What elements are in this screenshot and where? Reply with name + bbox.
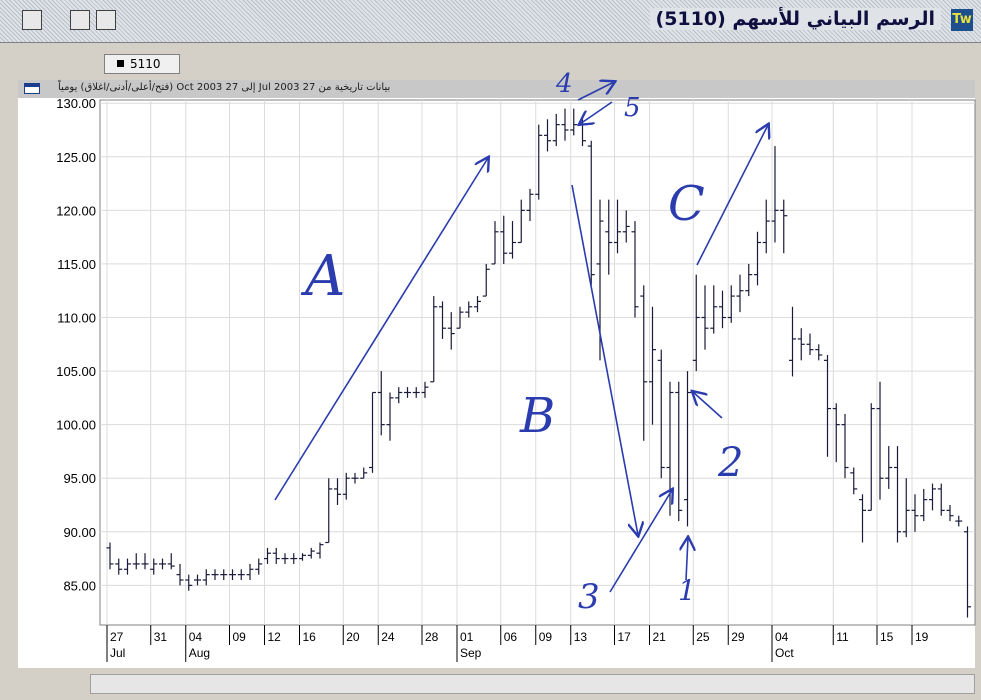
- annotation: 4: [555, 69, 573, 99]
- y-tick-label: 90.00: [63, 525, 96, 540]
- x-tick-label: 13: [574, 630, 588, 644]
- maximize-button[interactable]: [70, 10, 90, 30]
- x-tick-label: 17: [618, 630, 632, 644]
- month-label: Aug: [189, 646, 210, 660]
- x-tick-label: 21: [653, 630, 667, 644]
- annotation: A: [300, 244, 345, 309]
- plot-area: [99, 99, 976, 626]
- y-tick-label: 125.00: [56, 150, 96, 165]
- x-tick-label: 04: [775, 630, 789, 644]
- annotation: 2: [717, 440, 743, 486]
- x-tick-label: 27: [110, 630, 124, 644]
- month-label: Sep: [460, 646, 482, 660]
- app-logo: Tw: [951, 9, 973, 31]
- x-tick-label: 28: [425, 630, 439, 644]
- x-tick-label: 06: [504, 630, 518, 644]
- arrow: [609, 490, 672, 593]
- close-button[interactable]: [22, 10, 42, 30]
- y-tick-label: 95.00: [63, 471, 96, 486]
- y-tick-label: 105.00: [56, 364, 96, 379]
- y-tick-label: 110.00: [57, 311, 96, 326]
- y-tick-label: 115.00: [57, 257, 96, 272]
- series-name: 5110: [130, 57, 161, 71]
- x-tick-label: 29: [731, 630, 745, 644]
- chart-subtitle: بيانات تاريخية من 27 Jul 2003 إلى 27 Oct…: [58, 82, 391, 93]
- annotation: 1: [678, 574, 696, 607]
- y-tick-label: 130.00: [56, 96, 96, 111]
- x-tick-label: 25: [696, 630, 710, 644]
- x-tick-label: 01: [460, 630, 474, 644]
- arrow: [274, 158, 488, 501]
- series-tab[interactable]: 5110: [104, 54, 180, 74]
- arrow: [686, 538, 688, 581]
- x-tick-label: 09: [539, 630, 553, 644]
- handwriting: A B C 1 2 3 4 5: [274, 69, 768, 617]
- y-tick-label: 120.00: [56, 203, 96, 218]
- annotation: B: [519, 388, 555, 444]
- info-strip: بيانات تاريخية من 27 Jul 2003 إلى 27 Oct…: [18, 80, 975, 98]
- y-tick-label: 100.00: [56, 418, 96, 433]
- x-tick-label: 11: [836, 630, 849, 644]
- calendar-icon[interactable]: [24, 83, 40, 94]
- annotation: 5: [624, 93, 641, 123]
- x-tick-label: 16: [303, 630, 317, 644]
- month-label: Jul: [110, 646, 125, 660]
- window-title: الرسم البياني للأسهم (5110): [649, 8, 941, 30]
- arrow: [571, 184, 638, 535]
- bars: [106, 108, 971, 618]
- restore-button[interactable]: [96, 10, 116, 30]
- arrow: [693, 392, 723, 419]
- y-tick-label: 85.00: [63, 578, 96, 593]
- scrollbar[interactable]: [90, 674, 975, 694]
- arrow: [696, 125, 768, 266]
- x-tick-label: 09: [233, 630, 247, 644]
- grid: 85.00 90.00 95.00 100.00 105.00 110.00 115.00 1…: [56, 96, 975, 662]
- x-tick-label: 15: [880, 630, 894, 644]
- x-tick-label: 20: [346, 630, 360, 644]
- x-tick-label: 24: [381, 630, 395, 644]
- annotation: 3: [578, 577, 600, 617]
- arrow: [580, 101, 613, 124]
- x-tick-label: 04: [189, 630, 203, 644]
- month-label: Oct: [775, 646, 794, 660]
- x-tick-label: 19: [915, 630, 929, 644]
- x-tick-label: 31: [154, 630, 168, 644]
- x-tick-label: 12: [268, 630, 282, 644]
- series-swatch: [117, 60, 124, 67]
- annotation: C: [668, 176, 705, 232]
- arrow: [577, 82, 614, 101]
- title-bar: الرسم البياني للأسهم (5110) Tw: [0, 0, 981, 43]
